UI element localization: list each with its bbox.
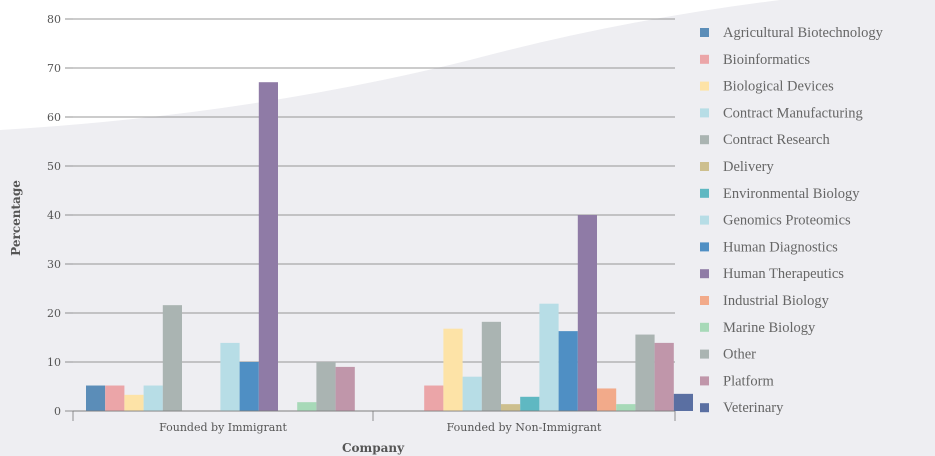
- legend-swatch: [700, 322, 709, 332]
- bar: [462, 376, 482, 411]
- legend-swatch: [700, 28, 709, 37]
- bar: [220, 342, 240, 411]
- legend-label: Other: [723, 347, 756, 363]
- bar: [577, 215, 597, 411]
- bar: [501, 404, 521, 411]
- bar: [424, 385, 444, 411]
- bar: [654, 342, 674, 411]
- y-tick-label: 10: [47, 356, 61, 369]
- bars: [86, 82, 693, 412]
- x-tick-label: Founded by Non-Immigrant: [447, 421, 602, 434]
- legend-label: Bioinformatics: [723, 52, 810, 68]
- bar: [316, 362, 336, 411]
- legend-swatch: [700, 376, 709, 386]
- y-tick-label: 30: [47, 258, 61, 271]
- legend-swatch: [700, 81, 709, 91]
- bar: [86, 385, 106, 411]
- legend-label: Biological Devices: [723, 79, 834, 95]
- y-axis-ticks: 0 10 20 30 40 50 60 70 80: [47, 13, 73, 418]
- legend-label: Veterinary: [723, 400, 784, 416]
- bar: [539, 303, 559, 411]
- legend-swatch: [700, 135, 709, 145]
- bar: [616, 404, 636, 411]
- bar: [297, 402, 317, 411]
- bar: [239, 362, 259, 411]
- bar: [162, 305, 182, 411]
- legend-label: Human Therapeutics: [723, 266, 844, 282]
- bar: [481, 321, 501, 411]
- legend-swatch: [700, 403, 709, 413]
- bar: [635, 334, 655, 411]
- y-tick-label: 70: [47, 62, 61, 75]
- bar: [143, 385, 163, 411]
- legend-swatch: [700, 188, 709, 198]
- bar: [597, 388, 617, 411]
- legend-label: Contract Research: [723, 132, 830, 148]
- y-tick-label: 0: [54, 405, 61, 418]
- y-tick-label: 20: [47, 307, 61, 320]
- x-tick-label: Founded by Immigrant: [159, 421, 287, 434]
- y-tick-label: 40: [47, 209, 61, 222]
- legend-swatch: [700, 349, 709, 359]
- x-axis: Founded by Immigrant Founded by Non-Immig…: [72, 410, 676, 434]
- legend-swatch: [700, 54, 709, 64]
- legend-swatch: [700, 215, 709, 225]
- legend-label: Contract Manufacturing: [723, 105, 863, 121]
- legend-label: Marine Biology: [723, 320, 816, 336]
- bar: [558, 331, 578, 411]
- y-tick-label: 50: [47, 160, 61, 173]
- bar: [443, 328, 463, 411]
- bar: [673, 393, 693, 411]
- bar: [520, 396, 540, 411]
- legend-label: Environmental Biology: [723, 186, 860, 202]
- bar: [258, 82, 278, 412]
- legend-label: Genomics Proteomics: [723, 213, 851, 229]
- y-tick-label: 80: [47, 13, 61, 26]
- legend-swatch: [700, 108, 709, 118]
- legend-label: Agricultural Biotechnology: [723, 25, 884, 41]
- bar: [105, 385, 125, 411]
- y-axis-title: Percentage: [9, 180, 23, 256]
- x-axis-title: Company: [342, 441, 405, 455]
- legend-swatch: [700, 162, 709, 171]
- legend-label: Industrial Biology: [723, 293, 830, 309]
- bar: [124, 394, 144, 411]
- bar: [335, 366, 355, 411]
- y-tick-label: 60: [47, 111, 61, 124]
- legend: Agricultural Biotechnology Bioinformatics…: [700, 25, 884, 416]
- legend-label: Human Diagnostics: [723, 239, 838, 255]
- legend-swatch: [700, 269, 709, 279]
- legend-swatch: [700, 242, 709, 252]
- legend-label: Delivery: [723, 159, 774, 175]
- legend-label: Platform: [723, 373, 774, 389]
- legend-swatch: [700, 296, 709, 305]
